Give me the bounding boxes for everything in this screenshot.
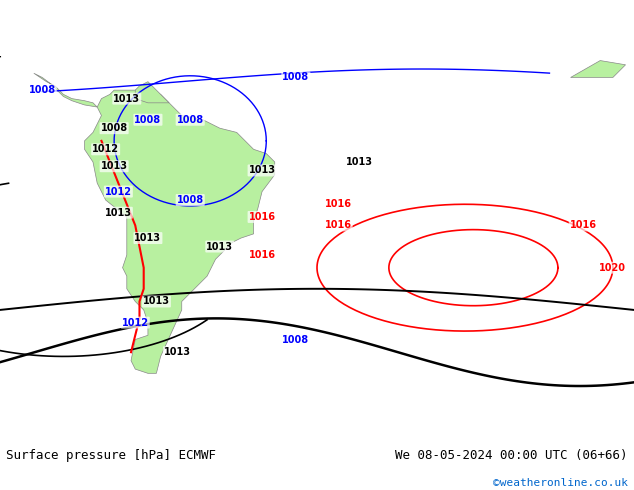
Text: 1016: 1016 xyxy=(249,250,276,260)
Text: 1008: 1008 xyxy=(134,115,162,125)
Text: 1020: 1020 xyxy=(599,263,626,272)
Text: 1008: 1008 xyxy=(177,195,204,205)
Text: 1013: 1013 xyxy=(101,161,127,171)
Text: Surface pressure [hPa] ECMWF: Surface pressure [hPa] ECMWF xyxy=(6,449,216,462)
Text: 1008: 1008 xyxy=(29,85,56,95)
Polygon shape xyxy=(34,73,97,107)
Text: 1013: 1013 xyxy=(105,208,132,218)
Text: 1016: 1016 xyxy=(325,220,352,230)
Text: We 08-05-2024 00:00 UTC (06+66): We 08-05-2024 00:00 UTC (06+66) xyxy=(395,449,628,462)
Text: 1013: 1013 xyxy=(113,94,140,103)
Text: 1008: 1008 xyxy=(101,123,127,133)
Text: 1008: 1008 xyxy=(282,73,309,82)
Text: 1012: 1012 xyxy=(105,187,132,196)
Text: 1016: 1016 xyxy=(570,220,597,230)
Text: 1013: 1013 xyxy=(164,347,191,357)
Text: 1008: 1008 xyxy=(282,335,309,344)
Text: 1016: 1016 xyxy=(325,199,352,209)
Text: 1013: 1013 xyxy=(249,166,276,175)
Text: 1013: 1013 xyxy=(206,242,233,251)
Polygon shape xyxy=(135,82,169,103)
Text: 1013: 1013 xyxy=(143,296,170,306)
Text: 1008: 1008 xyxy=(177,115,204,125)
Text: 1016: 1016 xyxy=(249,212,276,222)
Text: 1012: 1012 xyxy=(92,145,119,154)
Text: 1013: 1013 xyxy=(346,157,373,167)
Polygon shape xyxy=(571,61,626,77)
Text: 1012: 1012 xyxy=(122,318,149,328)
Text: 1013: 1013 xyxy=(134,233,162,243)
Polygon shape xyxy=(84,90,275,373)
Text: ©weatheronline.co.uk: ©weatheronline.co.uk xyxy=(493,478,628,488)
